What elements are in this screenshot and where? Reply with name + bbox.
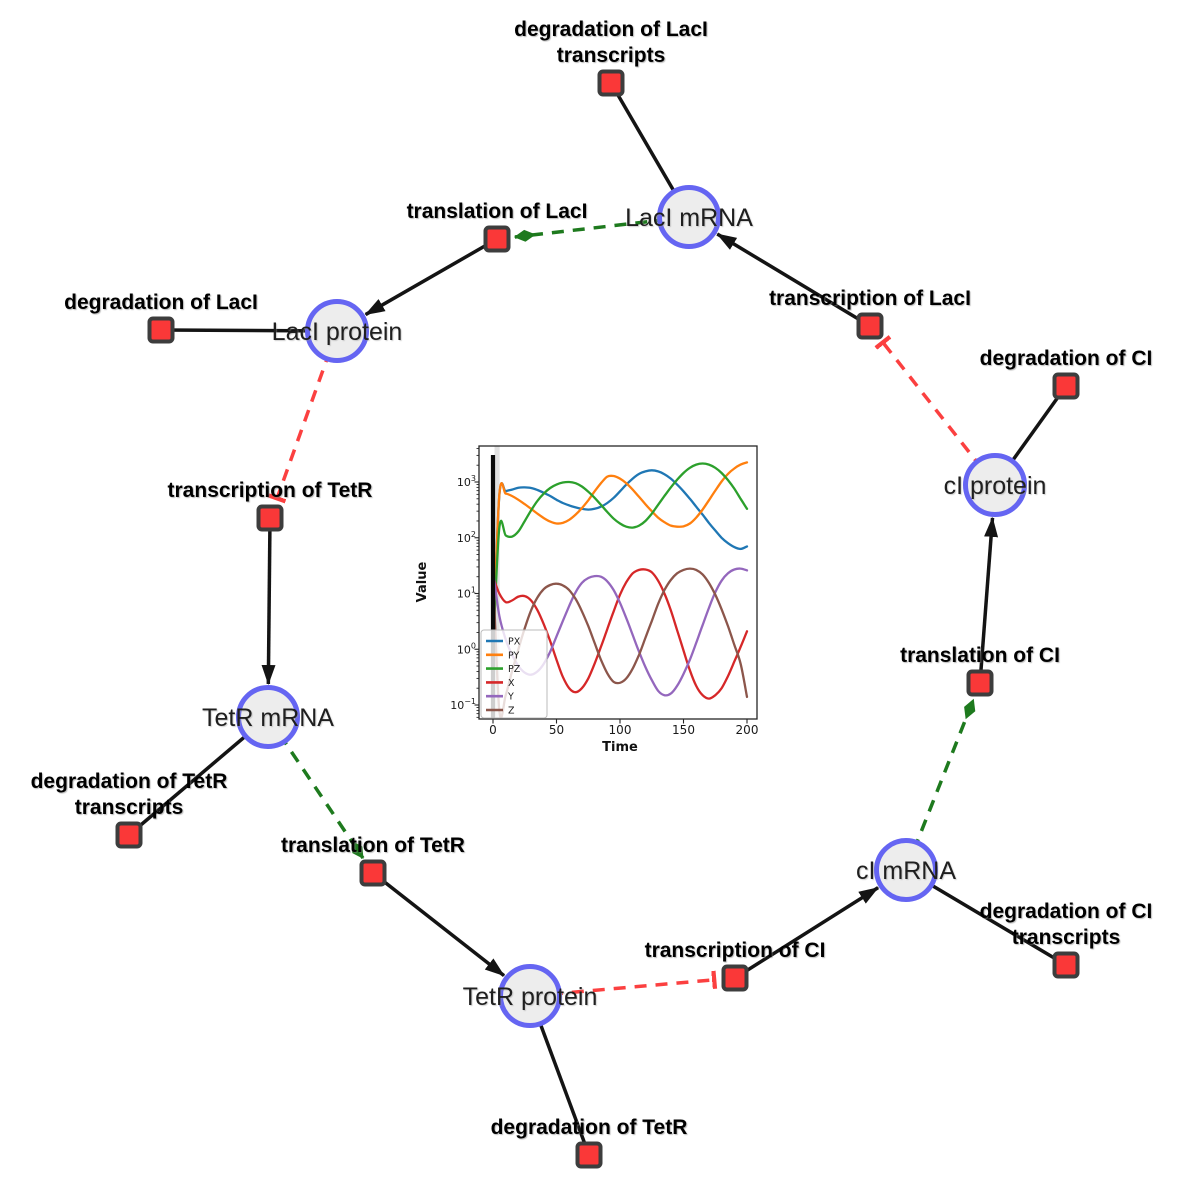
edge-production-translation-tetr-to-tetr-protein	[371, 871, 506, 978]
inset-chart-svg: 0 50 100 150 20010−1100101102103TimeValuePXP…	[415, 445, 759, 755]
x-tick-label: 0	[489, 723, 497, 737]
species-label-laci-protein: LacI protein	[272, 318, 403, 346]
reaction-label-line: degradation of LacI	[514, 18, 708, 41]
species-label-tetr-protein: TetR protein	[463, 983, 598, 1011]
reaction-label-deg-tetr-transcripts: degradation of TetR transcripts	[31, 770, 228, 819]
edge-production-translation-laci-to-laci-protein	[364, 237, 498, 317]
x-tick-label: 150	[672, 723, 695, 737]
reaction-node-translation-tetr[interactable]	[359, 859, 387, 887]
legend-entry-X: X	[486, 678, 515, 689]
axes-spines	[478, 445, 758, 720]
reaction-nodes-layer: degradation of LacI transcripts translatio…	[31, 18, 1153, 1169]
reaction-node-translation-ci[interactable]	[966, 669, 994, 697]
reaction-label-line: transcripts	[75, 796, 184, 819]
species-node-laci-mrna[interactable]	[657, 185, 721, 249]
reaction-label-deg-ci-transcripts: degradation of CI transcripts	[980, 900, 1153, 949]
reaction-node-transcription-tetr[interactable]	[256, 504, 284, 532]
x-tick-label: 200	[736, 723, 759, 737]
reaction-label-translation-ci: translation of CI	[900, 644, 1060, 667]
y-tick-label: 102	[457, 530, 476, 545]
y-tick-label: 10−1	[450, 697, 476, 712]
reaction-label-line: translation of CI	[900, 644, 1060, 667]
reaction-label-deg-ci: degradation of CI	[980, 347, 1153, 370]
reaction-label-line: degradation of TetR	[31, 770, 228, 793]
curve-PX	[491, 469, 749, 651]
edge-production-transcription-ci-to-ci-mrna	[734, 886, 880, 980]
reaction-label-line: degradation of CI	[980, 347, 1153, 370]
edge-production-transcription-tetr-to-tetr-mrna	[261, 517, 276, 686]
legend-label-PZ: PZ	[508, 664, 521, 675]
reaction-label-translation-tetr: translation of TetR	[281, 834, 465, 857]
reaction-label-line: degradation of TetR	[491, 1116, 688, 1139]
reaction-label-line: transcription of LacI	[769, 287, 971, 310]
species-label-ci-protein: cI protein	[944, 472, 1047, 500]
legend-entry-Y: Y	[486, 692, 514, 703]
reaction-node-deg-ci[interactable]	[1052, 372, 1080, 400]
reaction-node-transcription-ci[interactable]	[721, 964, 749, 992]
species-node-tetr-mrna[interactable]	[236, 685, 300, 749]
legend-entry-Z: Z	[486, 706, 515, 717]
reaction-label-line: degradation of CI	[980, 900, 1153, 923]
reaction-label-transcription-laci: transcription of LacI	[769, 287, 971, 310]
legend-label-PY: PY	[508, 650, 520, 661]
species-nodes-layer: LacI mRNA LacI protein TetR mRNA TetR prote…	[202, 185, 1047, 1028]
reaction-label-line: transcription of TetR	[168, 479, 373, 502]
x-axis-title: Time	[602, 740, 638, 755]
reaction-label-transcription-ci: transcription of CI	[645, 939, 826, 962]
species-label-ci-mrna: cI mRNA	[856, 857, 956, 885]
y-tick-label: 100	[457, 641, 476, 656]
x-tick-label: 100	[609, 723, 632, 737]
reaction-label-deg-laci: degradation of LacI	[64, 291, 258, 314]
reaction-label-line: degradation of LacI	[64, 291, 258, 314]
edge-production-transcription-laci-to-laci-mrna	[716, 232, 871, 328]
species-label-laci-mrna: LacI mRNA	[625, 204, 753, 232]
reaction-node-deg-tetr[interactable]	[575, 1141, 603, 1169]
curve-PZ	[491, 462, 749, 651]
reaction-node-deg-tetr-transcripts[interactable]	[115, 821, 143, 849]
y-tick-label: 101	[457, 586, 476, 601]
curve-X	[491, 568, 749, 700]
species-node-tetr-protein[interactable]	[498, 964, 562, 1028]
chart-legend: PX PY PZ XYZ	[480, 629, 548, 719]
legend-entry-PX: PX	[486, 637, 521, 648]
reaction-node-translation-laci[interactable]	[483, 225, 511, 253]
y-tick-label: 103	[457, 474, 476, 489]
reaction-node-deg-ci-transcripts[interactable]	[1052, 951, 1080, 979]
reaction-node-transcription-laci[interactable]	[856, 312, 884, 340]
reaction-label-line: translation of TetR	[281, 834, 465, 857]
species-node-laci-protein[interactable]	[305, 299, 369, 363]
reaction-label-transcription-tetr: transcription of TetR	[168, 479, 373, 502]
reaction-label-line: transcription of CI	[645, 939, 826, 962]
edge-production-translation-ci-to-ci-protein	[978, 516, 999, 684]
y-axis-title: Value	[415, 561, 430, 602]
reaction-label-line: translation of LacI	[407, 200, 588, 223]
x-tick-label: 50	[549, 723, 564, 737]
legend-label-Z: Z	[508, 706, 515, 717]
reaction-node-deg-laci[interactable]	[147, 316, 175, 344]
reaction-node-deg-laci-transcripts[interactable]	[597, 69, 625, 97]
reaction-label-line: transcripts	[1012, 926, 1121, 949]
legend-entry-PZ: PZ	[486, 664, 521, 675]
legend-entry-PY: PY	[486, 650, 520, 661]
reaction-label-line: transcripts	[557, 44, 666, 67]
reaction-label-deg-laci-transcripts: degradation of LacI transcripts	[514, 18, 708, 67]
reaction-label-deg-tetr: degradation of TetR	[491, 1116, 688, 1139]
curve-Z	[491, 567, 749, 719]
species-node-ci-protein[interactable]	[963, 453, 1027, 517]
species-node-ci-mrna[interactable]	[874, 838, 938, 902]
legend-label-X: X	[508, 678, 515, 689]
legend-label-PX: PX	[508, 637, 521, 648]
legend-label-Y: Y	[507, 692, 514, 703]
reaction-label-translation-laci: translation of LacI	[407, 200, 588, 223]
species-label-tetr-mrna: TetR mRNA	[202, 704, 334, 732]
